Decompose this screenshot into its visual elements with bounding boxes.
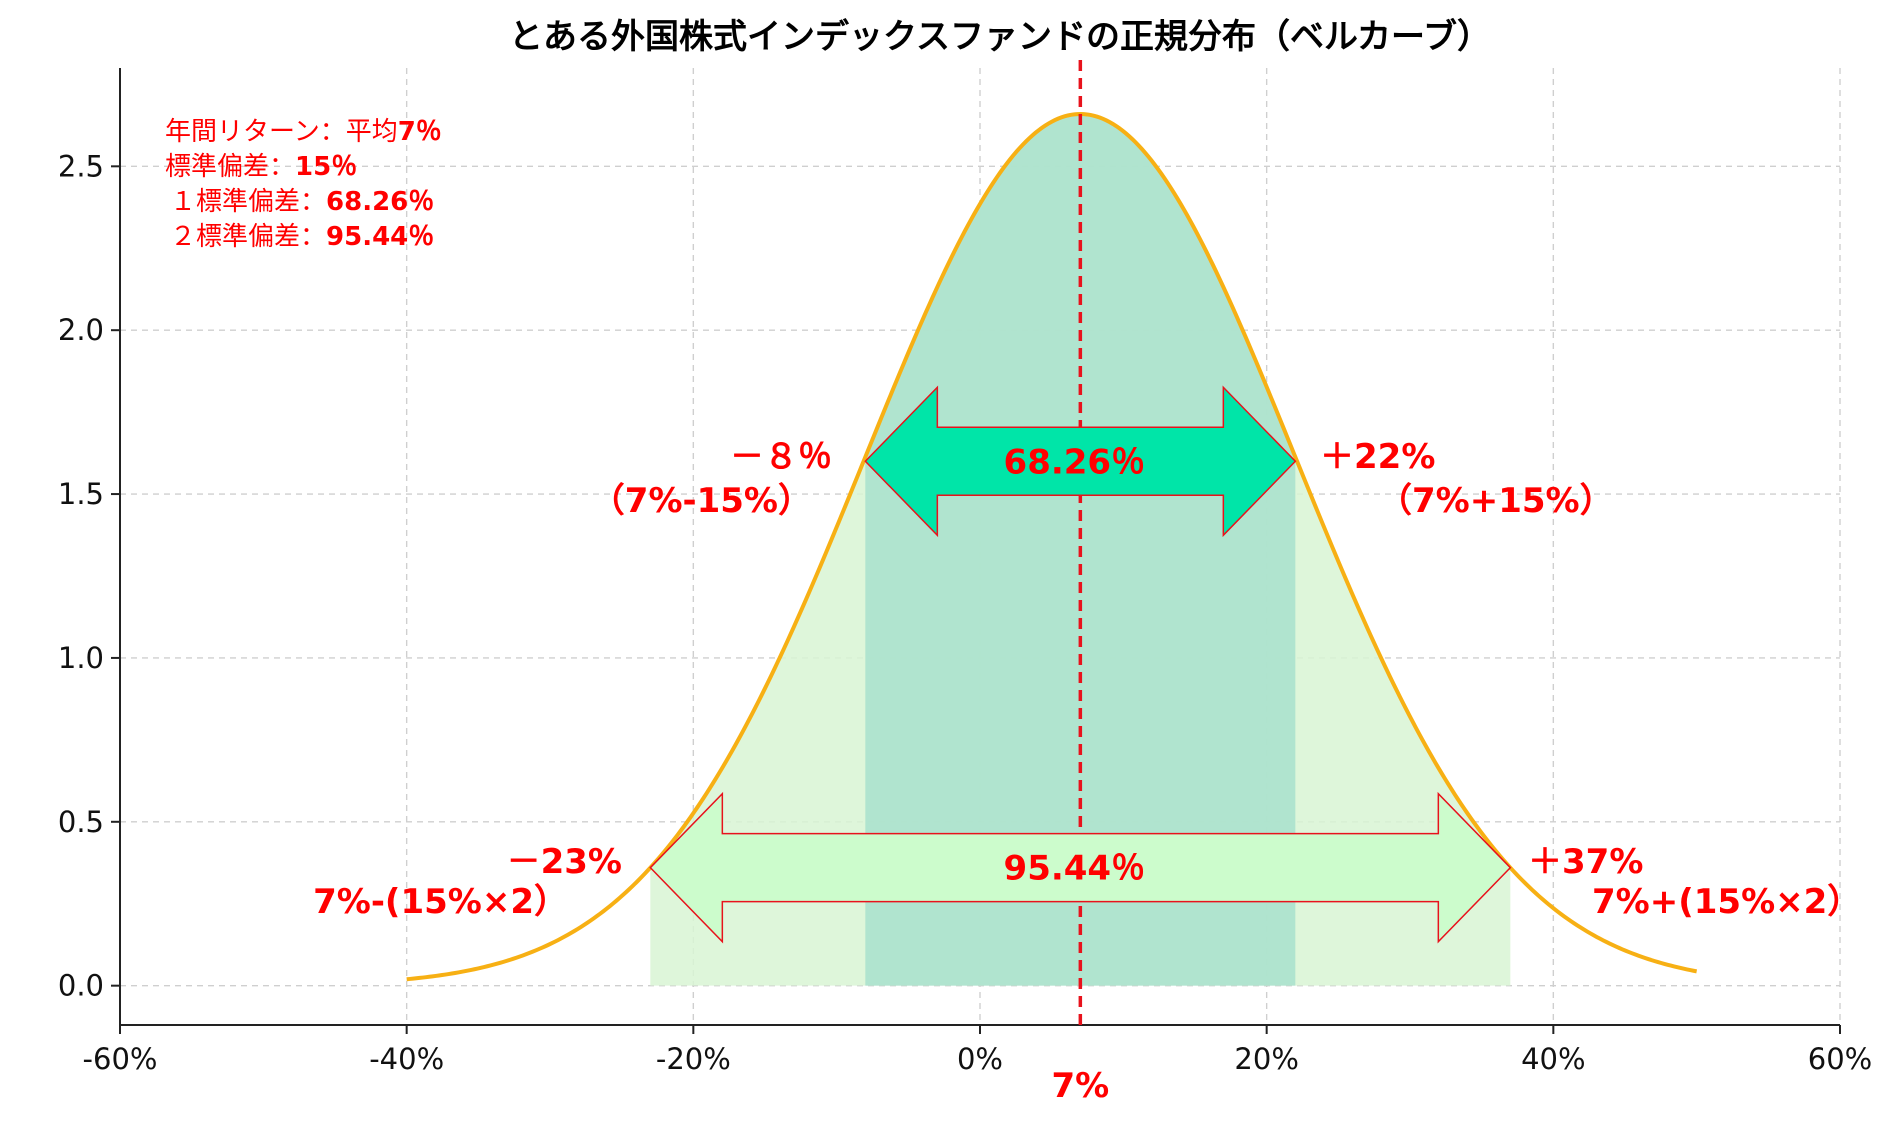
info-line-value: 95.44％ — [326, 222, 434, 252]
y-tick-label: 2.5 — [58, 149, 104, 183]
plus1sd-value: ＋22% — [1320, 437, 1435, 477]
info-line-text: １標準偏差： — [170, 187, 326, 217]
minus1sd-value: －８％ — [730, 437, 832, 477]
info-line: １標準偏差：68.26％ — [170, 187, 434, 217]
x-tick-label: -20% — [656, 1042, 731, 1076]
y-tick-label: 0.5 — [58, 805, 104, 839]
info-line-value: 68.26％ — [326, 187, 434, 217]
arrow-two-sigma-label: 95.44％ — [1004, 849, 1146, 889]
x-tick-label: -60% — [83, 1042, 158, 1076]
info-line-text: ２標準偏差： — [170, 222, 326, 252]
arrow-two-sigma — [649, 791, 1512, 944]
bell-curve-line — [406, 112, 1698, 982]
plus2sd-formula: 7%+(15%×2） — [1592, 882, 1861, 922]
x-tick-label: 40% — [1521, 1042, 1585, 1076]
info-line: ２標準偏差：95.44％ — [170, 222, 434, 252]
plus1sd-formula: （7%+15%） — [1378, 481, 1614, 521]
info-line-value: 15％ — [295, 152, 357, 182]
chart-title: とある外国株式インデックスファンドの正規分布（ベルカーブ） — [509, 17, 1491, 57]
minus2sd-formula: 7%-(15%×2） — [313, 882, 568, 922]
plus2sd-value: ＋37% — [1528, 842, 1643, 882]
minus2sd-value: －23% — [507, 842, 622, 882]
y-tick-label: 1.5 — [58, 477, 104, 511]
info-line: 年間リターン：平均7％ — [165, 117, 442, 147]
x-tick-label: 0% — [957, 1042, 1003, 1076]
y-tick-label: 1.0 — [58, 641, 104, 675]
arrow-one-sigma — [864, 385, 1297, 538]
mean-axis-label: 7% — [1051, 1066, 1109, 1106]
x-tick-label: 20% — [1234, 1042, 1298, 1076]
info-line-text: 標準偏差： — [165, 152, 295, 182]
minus1sd-formula: （7%-15%） — [591, 481, 812, 521]
info-line-text: 年間リターン：平均 — [165, 117, 398, 147]
info-line-value: 7％ — [398, 117, 442, 147]
x-tick-label: 60% — [1808, 1042, 1872, 1076]
y-tick-label: 2.0 — [58, 313, 104, 347]
y-tick-label: 0.0 — [58, 969, 104, 1003]
x-tick-label: -40% — [369, 1042, 444, 1076]
arrow-one-sigma-label: 68.26％ — [1004, 442, 1146, 482]
info-line: 標準偏差：15％ — [165, 152, 357, 182]
